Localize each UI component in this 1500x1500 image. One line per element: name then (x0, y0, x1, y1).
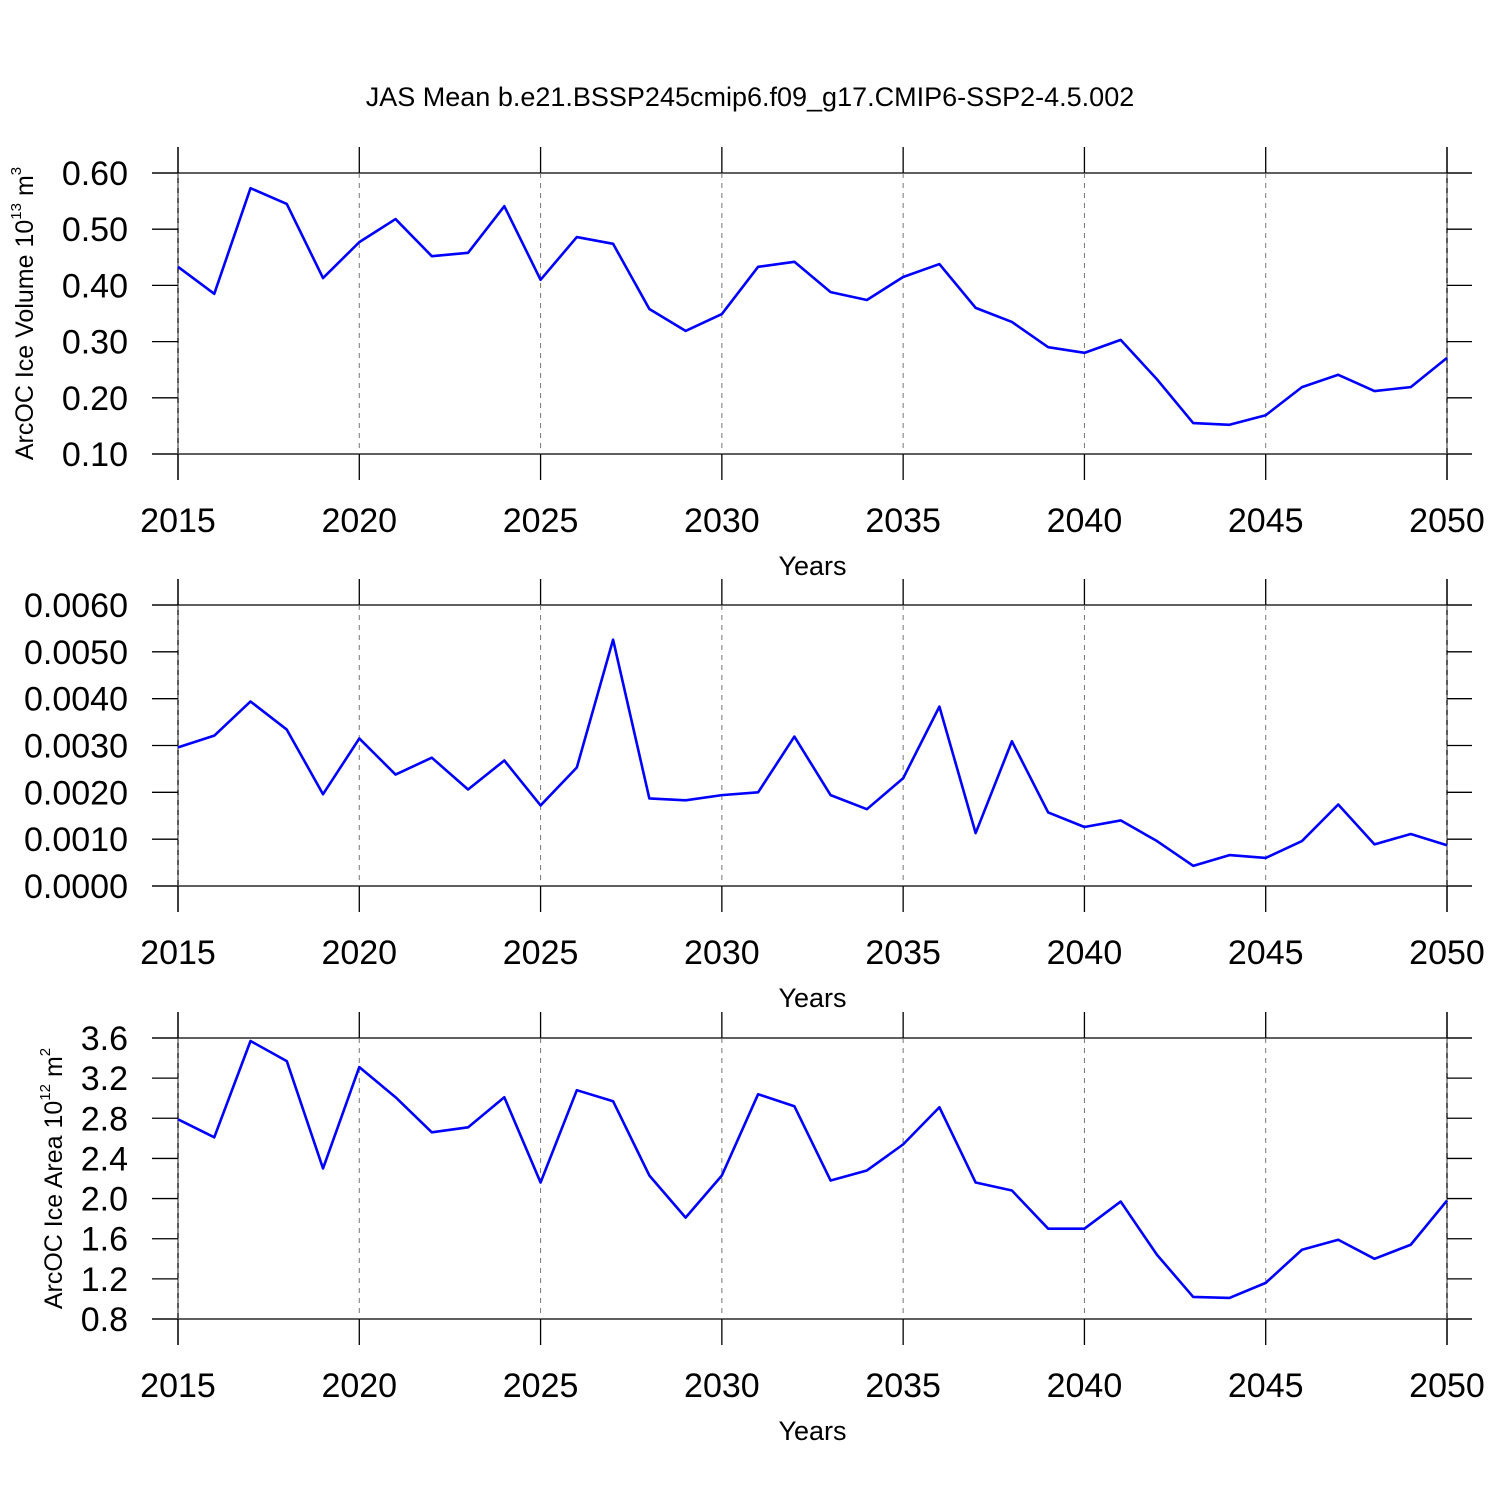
y-tick-label: 0.40 (62, 267, 128, 305)
y-label-unit: m (0, 593, 3, 614)
y-axis-label: ArcOC Snow Volume 1013m3 (0, 584, 3, 906)
y-tick-label: 0.0040 (24, 681, 128, 719)
x-tick-label: 2050 (1409, 502, 1485, 540)
y-label-exponent: 13 (8, 203, 25, 220)
x-axis-label: Years (778, 983, 846, 1013)
y-tick-label: 2.4 (81, 1140, 128, 1178)
y-tick-label: 0.0060 (24, 587, 128, 625)
x-tick-label: 2045 (1228, 934, 1304, 972)
y-axis-label: ArcOC Ice Area 1012 m2 (37, 1048, 68, 1309)
x-tick-label: 2015 (140, 502, 216, 540)
data-line (177, 638, 1448, 868)
x-tick-label: 2035 (865, 1367, 941, 1405)
x-tick-label: 2045 (1228, 1367, 1304, 1405)
x-tick-label: 2050 (1409, 934, 1485, 972)
y-tick-label: 0.0010 (24, 821, 128, 859)
y-tick-label: 2.8 (81, 1100, 128, 1138)
y-tick-label: 0.30 (62, 324, 128, 362)
y-tick-label: 0.0050 (24, 634, 128, 672)
x-tick-label: 2020 (321, 502, 397, 540)
x-tick-label: 2035 (865, 934, 941, 972)
y-tick-label: 1.6 (81, 1221, 128, 1259)
x-tick-label: 2040 (1047, 1367, 1123, 1405)
y-label-text: ArcOC Ice Volume 10 (11, 220, 39, 460)
data-line (177, 186, 1448, 427)
x-tick-label: 2030 (684, 934, 760, 972)
x-tick-label: 2025 (503, 502, 579, 540)
x-tick-label: 2020 (321, 1367, 397, 1405)
y-label-unit: m (11, 175, 39, 196)
y-tick-label: 0.50 (62, 211, 128, 249)
y-tick-label: 0.0030 (24, 728, 128, 766)
y-label-exponent: 12 (37, 1084, 54, 1101)
y-label-unit-exponent: 3 (8, 167, 25, 175)
y-label-unit: m (40, 1056, 68, 1077)
y-tick-label: 0.60 (62, 155, 128, 193)
y-tick-label: 1.2 (81, 1261, 128, 1299)
y-tick-label: 2.0 (81, 1181, 128, 1219)
x-tick-label: 2045 (1228, 502, 1304, 540)
y-label-text: ArcOC Ice Area 10 (40, 1101, 68, 1309)
x-tick-label: 2015 (140, 934, 216, 972)
x-tick-label: 2020 (321, 934, 397, 972)
data-line (177, 1039, 1449, 1300)
x-axis-label: Years (778, 1416, 846, 1446)
y-tick-label: 3.6 (81, 1020, 128, 1058)
y-axis-label: ArcOC Ice Volume 1013 m3 (8, 167, 39, 460)
x-tick-label: 2025 (503, 934, 579, 972)
y-tick-label: 0.20 (62, 380, 128, 418)
figure-title: JAS Mean b.e21.BSSP245cmip6.f09_g17.CMIP… (366, 82, 1134, 112)
x-tick-label: 2030 (684, 502, 760, 540)
x-tick-label: 2025 (503, 1367, 579, 1405)
x-tick-label: 2030 (684, 1367, 760, 1405)
x-axis-label: Years (778, 551, 846, 581)
x-tick-label: 2040 (1047, 934, 1123, 972)
x-tick-label: 2040 (1047, 502, 1123, 540)
y-tick-label: 0.0000 (24, 868, 128, 906)
x-tick-label: 2035 (865, 502, 941, 540)
y-tick-label: 0.8 (81, 1301, 128, 1339)
y-tick-label: 3.2 (81, 1060, 128, 1098)
x-tick-label: 2050 (1409, 1367, 1485, 1405)
y-tick-label: 0.0020 (24, 774, 128, 812)
y-label-text: ArcOC Snow Volume 10 (0, 637, 3, 907)
x-tick-label: 2015 (140, 1367, 216, 1405)
y-label-unit-exponent: 2 (37, 1048, 54, 1056)
y-tick-label: 0.10 (62, 436, 128, 474)
